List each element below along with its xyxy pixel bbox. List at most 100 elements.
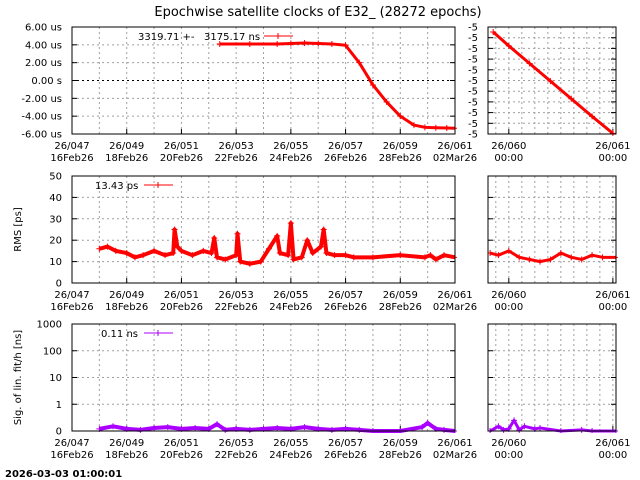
x-tick-label: 26/055 <box>273 438 308 449</box>
x-tick-label: 26/055 <box>273 141 308 152</box>
y-tick-label: -4.00 us <box>21 112 62 123</box>
x-tick-label: 26/061 <box>595 438 630 449</box>
series-sig-zoom <box>488 417 618 433</box>
legend-mean: 3319.71 +- <box>138 32 195 43</box>
data-point <box>328 40 335 47</box>
x-tick-sublabel: 24Feb26 <box>269 450 312 461</box>
data-point <box>200 247 207 254</box>
y-tick-label: 20 <box>49 236 62 247</box>
x-tick-label: 26/057 <box>328 141 363 152</box>
y-tick-label: 6.00 us <box>25 23 62 34</box>
data-point <box>328 426 335 433</box>
x-tick-sublabel: 18Feb26 <box>105 450 148 461</box>
legend-value: 13.43 ps <box>95 181 138 192</box>
y-tick-label: 100 <box>43 346 62 357</box>
data-point <box>287 220 294 227</box>
y-tick-label: 40 <box>49 193 62 204</box>
data-point <box>274 232 281 239</box>
data-point <box>192 424 199 431</box>
data-point <box>246 40 253 47</box>
x-tick-sublabel: 16Feb26 <box>50 450 93 461</box>
x-tick-sublabel: 18Feb26 <box>105 302 148 313</box>
y-tick-label: -5 <box>468 119 478 130</box>
x-tick-sublabel: 24Feb26 <box>269 302 312 313</box>
data-point <box>505 247 512 254</box>
x-tick-label: 26/061 <box>595 141 630 152</box>
x-tick-sublabel: 00:00 <box>598 302 627 313</box>
x-tick-sublabel: 00:00 <box>494 450 523 461</box>
x-tick-label: 26/057 <box>328 290 363 301</box>
data-point <box>323 250 330 257</box>
series-clock-zoom <box>490 29 616 136</box>
series-line <box>492 30 614 135</box>
data-point <box>265 245 272 252</box>
data-point <box>432 256 439 263</box>
data-point <box>189 252 196 259</box>
data-point <box>419 424 426 431</box>
data-point <box>211 235 218 242</box>
data-point <box>151 247 158 254</box>
y-tick-label: -5 <box>468 108 478 119</box>
data-point <box>356 426 363 433</box>
x-tick-sublabel: 28Feb26 <box>379 153 422 164</box>
data-point <box>315 40 322 47</box>
x-tick-sublabel: 00:00 <box>598 450 627 461</box>
data-point <box>383 98 390 105</box>
data-point <box>568 95 575 102</box>
data-point <box>516 254 523 261</box>
data-point <box>526 256 533 263</box>
x-tick-label: 26/059 <box>383 438 418 449</box>
y-axis-label: Sig. of lin. fit/h [ns] <box>13 330 24 425</box>
y-tick-label: 4.00 us <box>25 40 62 51</box>
x-tick-label: 26/060 <box>491 141 526 152</box>
series-line <box>219 41 456 130</box>
data-point <box>369 81 376 88</box>
x-tick-sublabel: 24Feb26 <box>269 153 312 164</box>
y-tick-label: 2.00 us <box>25 58 62 69</box>
data-point <box>276 250 283 257</box>
x-tick-label: 26/053 <box>219 290 254 301</box>
data-point <box>490 29 497 36</box>
data-point <box>342 252 349 259</box>
legend-sigma: 3175.17 ns <box>204 32 260 43</box>
y-tick-label: -5 <box>468 33 478 44</box>
x-tick-label: 26/049 <box>109 438 144 449</box>
data-point <box>547 256 554 263</box>
data-point <box>526 60 533 67</box>
x-tick-sublabel: 16Feb26 <box>50 302 93 313</box>
data-point <box>309 250 316 257</box>
y-tick-label: 0 <box>56 427 62 438</box>
data-point <box>568 254 575 261</box>
data-point <box>427 252 434 259</box>
data-point <box>110 423 117 430</box>
data-point <box>301 40 308 47</box>
x-tick-sublabel: 18Feb26 <box>105 153 148 164</box>
data-point <box>151 424 158 431</box>
y-tick-label: 1 <box>56 400 62 411</box>
data-point <box>369 254 376 261</box>
data-point <box>222 256 229 263</box>
data-point <box>421 124 428 131</box>
data-point <box>137 426 144 433</box>
x-tick-label: 26/055 <box>273 290 308 301</box>
x-tick-sublabel: 00:00 <box>494 153 523 164</box>
data-point <box>213 421 220 428</box>
plot-frame <box>487 323 617 432</box>
data-point <box>274 424 281 431</box>
y-tick-label: -5 <box>468 87 478 98</box>
data-point <box>287 40 294 47</box>
series-clock <box>216 40 457 132</box>
legend-swatch <box>144 330 173 336</box>
data-point <box>495 252 502 259</box>
data-point <box>290 256 297 263</box>
data-point <box>222 426 229 433</box>
series-line <box>98 221 456 266</box>
data-point <box>112 247 119 254</box>
panel-sig: 1000100101026/04716Feb2626/04918Feb2626/… <box>13 320 477 462</box>
x-tick-label: 26/047 <box>54 438 89 449</box>
timestamp: 2026-03-03 01:00:01 <box>5 469 122 480</box>
series-line <box>98 420 456 433</box>
